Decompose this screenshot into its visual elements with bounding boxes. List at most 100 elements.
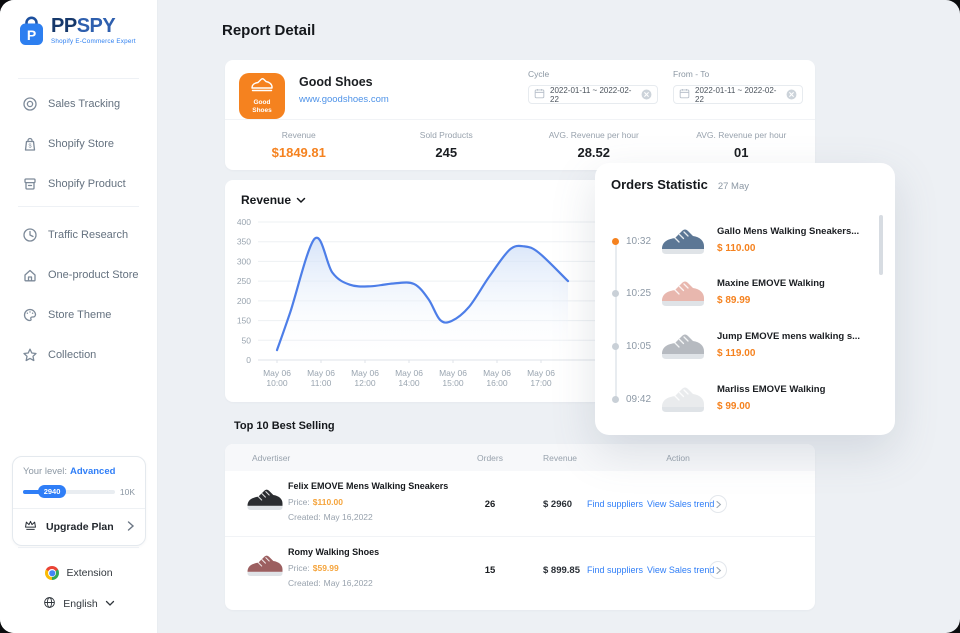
chevron-down-icon	[296, 193, 306, 207]
row-expand-button[interactable]	[709, 495, 727, 513]
product-created: Created: May 16,2022	[288, 512, 373, 522]
order-item[interactable]: 10:05 Jump EMOVE mens walking s... $ 119…	[595, 320, 895, 373]
sidebar-item-traffic-research[interactable]: Traffic Research	[0, 215, 157, 255]
order-item[interactable]: 10:25 Maxine EMOVE Walking $ 89.99	[595, 267, 895, 320]
svg-text:P: P	[27, 27, 36, 43]
chart-metric-dropdown[interactable]: Revenue	[241, 193, 306, 207]
svg-text:200: 200	[237, 296, 251, 306]
order-price: $ 119.00	[717, 347, 756, 359]
store-stats-row: Revenue $1849.81 Sold Products 245 AVG. …	[225, 120, 815, 170]
chrome-icon	[45, 566, 60, 580]
stat-sold-products: Sold Products 245	[373, 120, 521, 170]
nav-label: Sales Tracking	[48, 98, 121, 110]
svg-text:May 06: May 06	[351, 368, 379, 378]
svg-text:300: 300	[237, 256, 251, 266]
timeline-dot	[612, 343, 619, 350]
order-product-name: Gallo Mens Walking Sneakers...	[717, 225, 860, 237]
fromto-date-range-input[interactable]: 2022-01-11 ~ 2022-02-22	[673, 85, 803, 104]
svg-text:17:00: 17:00	[530, 378, 552, 388]
order-product-name: Maxine EMOVE Walking	[717, 277, 825, 289]
brand-name-bold: PP	[51, 15, 77, 37]
cycle-date-range-input[interactable]: 2022-01-11 ~ 2022-02-22	[528, 85, 658, 104]
col-action: Action	[666, 453, 690, 463]
timeline-dot	[612, 290, 619, 297]
view-sales-trend-link[interactable]: View Sales trend	[647, 565, 715, 575]
svg-text:May 06: May 06	[307, 368, 335, 378]
product-name: Felix EMOVE Mens Walking Sneakers	[288, 481, 449, 491]
sidebar-item-shopify-product[interactable]: Shopify Product	[0, 164, 157, 204]
clear-icon[interactable]	[641, 89, 652, 100]
order-time: 10:25	[626, 287, 652, 299]
sidebar-nav-primary: Sales Tracking $ Shopify Store Shopify P…	[0, 84, 157, 204]
extension-button[interactable]: Extension	[0, 566, 158, 580]
order-product-name: Jump EMOVE mens walking s...	[717, 330, 861, 342]
find-suppliers-link[interactable]: Find suppliers	[587, 499, 644, 509]
order-price: $ 110.00	[717, 242, 756, 254]
shop-bag-icon: $	[22, 136, 38, 152]
svg-text:May 06: May 06	[527, 368, 555, 378]
calendar-icon	[679, 88, 690, 101]
col-advertiser: Advertiser	[252, 453, 291, 463]
clear-icon[interactable]	[786, 89, 797, 100]
globe-icon	[43, 596, 56, 612]
level-progress-badge: 2940	[37, 485, 67, 498]
product-price: Price: $110.00	[288, 497, 343, 507]
store-url-link[interactable]: www.goodshoes.com	[299, 94, 389, 105]
level-max-label: 10K	[119, 487, 135, 497]
store-summary-card: Good Shoes Good Shoes www.goodshoes.com C…	[225, 60, 815, 170]
sidebar-item-collection[interactable]: Collection	[0, 335, 157, 375]
svg-text:150: 150	[237, 316, 251, 326]
svg-text:11:00: 11:00	[311, 378, 332, 388]
svg-text:400: 400	[237, 217, 251, 227]
orders-panel-title: Orders Statistic	[611, 177, 708, 192]
order-item[interactable]: 10:32 Gallo Mens Walking Sneakers... $ 1…	[595, 215, 895, 268]
divider	[18, 547, 139, 548]
col-revenue: Revenue	[543, 453, 578, 463]
orders-scrollbar[interactable]	[879, 215, 883, 275]
find-suppliers-link[interactable]: Find suppliers	[587, 565, 644, 575]
table-row: Felix EMOVE Mens Walking Sneakers Price:…	[225, 471, 815, 536]
upgrade-plan-button[interactable]: Upgrade Plan	[13, 508, 145, 545]
brand-name-light: SPY	[76, 15, 116, 37]
brand-text: PPSPY Shopify E-Commerce Expert	[51, 16, 136, 45]
product-image-sneaker	[245, 484, 285, 516]
store-badge: Good Shoes	[239, 73, 285, 119]
svg-text:16:00: 16:00	[486, 378, 508, 388]
nav-label: Shopify Product	[48, 178, 126, 190]
sidebar-item-shopify-store[interactable]: $ Shopify Store	[0, 124, 157, 164]
order-product-name: Marliss EMOVE Walking	[717, 383, 826, 395]
sidebar-item-one-product-store[interactable]: One-product Store	[0, 255, 157, 295]
order-item[interactable]: 09:42 Marliss EMOVE Walking $ 99.00	[595, 373, 895, 426]
best-selling-title: Top 10 Best Selling	[234, 420, 335, 432]
view-sales-trend-link[interactable]: View Sales trend	[647, 499, 715, 509]
stat-value: 245	[435, 145, 458, 160]
product-image-sneaker	[659, 329, 707, 365]
home-icon	[22, 267, 38, 283]
divider	[18, 78, 139, 79]
sidebar-item-store-theme[interactable]: Store Theme	[0, 295, 157, 335]
nav-label: Store Theme	[48, 309, 112, 321]
svg-text:May 06: May 06	[439, 368, 467, 378]
level-value: Advanced	[70, 466, 116, 477]
svg-text:10:00: 10:00	[266, 378, 288, 388]
order-time: 10:32	[626, 235, 652, 247]
orders-panel-date: 27 May	[717, 181, 749, 192]
svg-text:May 06: May 06	[483, 368, 511, 378]
stat-value: 28.52	[577, 145, 611, 160]
table-row: Romy Walking Shoes Price: $59.99 Created:…	[225, 536, 815, 601]
language-selector[interactable]: English	[0, 596, 158, 612]
order-price: $ 89.99	[717, 294, 751, 306]
stat-revenue: Revenue $1849.81	[225, 120, 373, 170]
stat-label: AVG. Revenue per hour	[548, 130, 639, 140]
nav-label: Shopify Store	[48, 138, 115, 150]
best-selling-table: Advertiser Orders Revenue Action Felix E…	[225, 444, 815, 610]
row-expand-button[interactable]	[709, 561, 727, 579]
nav-label: Collection	[48, 349, 97, 361]
stat-avg-revenue-per-hour-2: AVG. Revenue per hour 01	[668, 120, 816, 170]
nav-label: Traffic Research	[48, 229, 129, 241]
timeline-connector	[614, 243, 617, 399]
svg-text:14:00: 14:00	[398, 378, 420, 388]
stat-label: Revenue	[281, 130, 316, 140]
sidebar-item-sales-tracking[interactable]: Sales Tracking	[0, 84, 157, 124]
